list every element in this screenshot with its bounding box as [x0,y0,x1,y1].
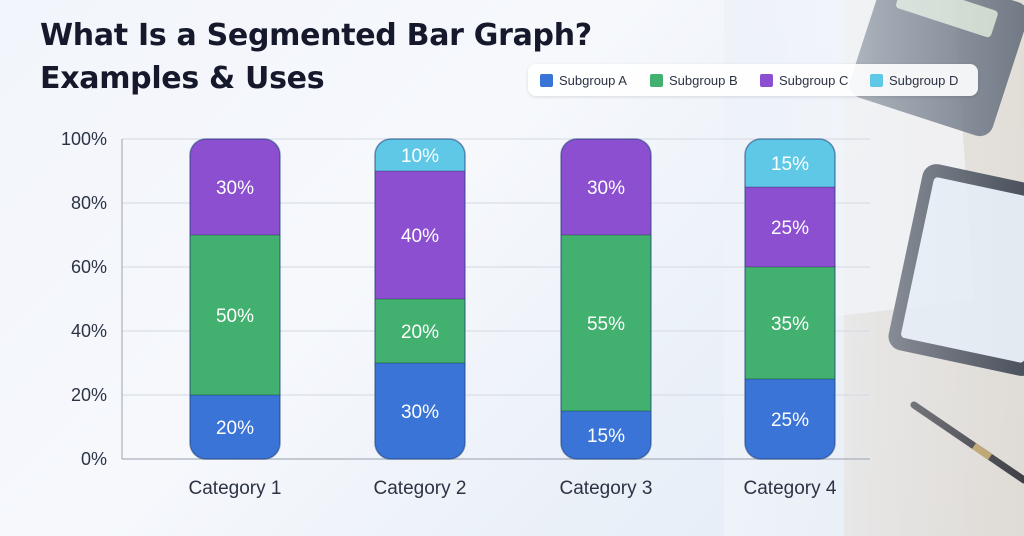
x-tick-label: Category 4 [744,478,837,499]
data-label: 30% [401,402,439,423]
data-label: 10% [401,146,439,167]
bar-outline [189,138,281,460]
bar-segment-subgroup-b [745,267,835,379]
data-label: 20% [401,322,439,343]
legend-swatch-subgroup-c [760,73,773,87]
page-title-line-1: What Is a Segmented Bar Graph? [40,18,592,53]
bar-segment-subgroup-a [190,395,280,459]
legend-swatch-subgroup-a [540,73,553,87]
page-title-line-2: Examples & Uses [40,61,325,96]
data-label: 40% [401,226,439,247]
y-tick-label: 80% [71,193,107,213]
chart-legend: Subgroup A Subgroup B Subgroup C Subgrou… [528,64,978,96]
bar-category-2 [375,139,465,459]
data-label: 20% [216,418,254,439]
bar-segment-subgroup-c [375,171,465,299]
y-tick-label: 100% [61,129,107,149]
bar-segment-subgroup-b [561,235,651,411]
bar-segment-subgroup-c [745,187,835,267]
page-title: What Is a Segmented Bar Graph? Examples … [40,14,592,100]
y-tick-label: 0% [81,449,107,469]
bar-segment-subgroup-a [745,379,835,459]
bar-category-1 [190,139,280,459]
data-label: 30% [216,178,254,199]
bar-segment-subgroup-b [375,299,465,363]
data-label: 30% [587,178,625,199]
bar-segment-subgroup-b [190,235,280,395]
legend-item-subgroup-a: Subgroup A [540,64,627,96]
bar-segment-subgroup-c [190,139,280,235]
bar-segment-subgroup-a [561,411,651,459]
bar-segment-subgroup-a [375,363,465,459]
legend-swatch-subgroup-d [870,73,883,87]
legend-item-subgroup-d: Subgroup D [870,64,958,96]
data-label: 25% [771,410,809,431]
bar-category-4 [745,139,835,459]
x-tick-label: Category 1 [189,478,282,499]
legend-label-subgroup-a: Subgroup A [559,72,627,88]
data-label: 35% [771,314,809,335]
data-label: 50% [216,306,254,327]
legend-label-subgroup-c: Subgroup C [779,72,849,88]
y-tick-label: 60% [71,257,107,277]
x-tick-label: Category 3 [560,478,653,499]
bar-outline [560,138,652,460]
data-label: 25% [771,218,809,239]
bar-segment-subgroup-c [561,139,651,235]
legend-item-subgroup-b: Subgroup B [650,64,738,96]
bar-category-3 [561,139,651,459]
bar-outline [374,138,466,460]
legend-label-subgroup-d: Subgroup D [889,72,959,88]
data-label: 15% [587,426,625,447]
bar-outline [744,138,836,460]
x-tick-label: Category 2 [374,478,467,499]
legend-item-subgroup-c: Subgroup C [760,64,848,96]
data-label: 55% [587,314,625,335]
bar-segment-subgroup-d [375,139,465,171]
y-tick-label: 40% [71,321,107,341]
legend-label-subgroup-b: Subgroup B [669,72,738,88]
y-tick-label: 20% [71,385,107,405]
bar-segment-subgroup-d [745,139,835,187]
legend-swatch-subgroup-b [650,73,663,87]
data-label: 15% [771,154,809,175]
